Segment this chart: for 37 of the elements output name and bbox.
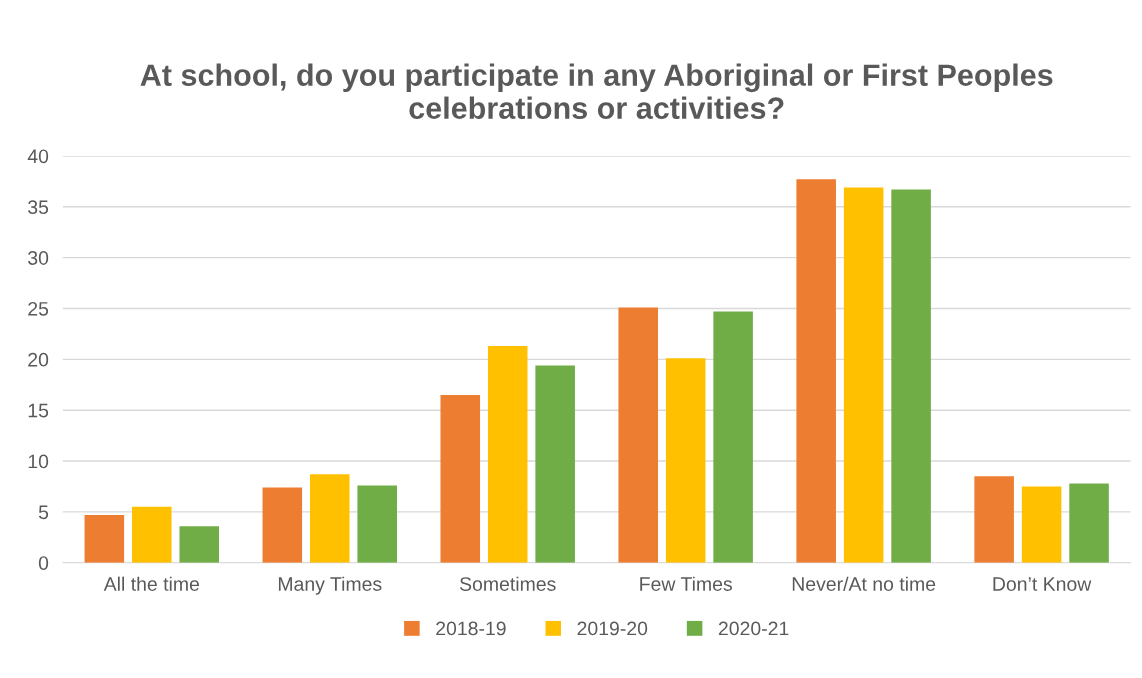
bar: [796, 179, 836, 563]
bar: [309, 474, 350, 563]
y-tick-label: 25: [28, 301, 49, 316]
y-tick-label: 35: [28, 200, 49, 215]
bar: [84, 514, 125, 563]
y-tick-label: 10: [28, 454, 49, 469]
bar: [487, 346, 528, 563]
x-tick-label: Many Times: [278, 576, 382, 595]
y-tick-label: 20: [28, 352, 49, 367]
legend-label: 2018-19: [436, 621, 506, 636]
bar: [1021, 486, 1062, 563]
bar: [891, 189, 931, 563]
bar: [179, 526, 220, 563]
bar: [262, 487, 303, 563]
legend-label: 2019-20: [577, 621, 648, 636]
x-tick-label: Few Times: [640, 576, 732, 591]
y-tick-label: 15: [28, 403, 49, 418]
bar: [1069, 483, 1109, 563]
x-tick-label: Sometimes: [459, 576, 556, 591]
x-tick-label: All the time: [103, 576, 200, 591]
bar: [713, 311, 753, 563]
bar: [665, 358, 706, 563]
bar: [535, 365, 575, 563]
legend-label: 2020-21: [718, 621, 789, 636]
chart-title: At school, do you participate in any Aboriginal or First Peoples celebrations or activities?: [140, 63, 1053, 119]
bar: [843, 187, 884, 563]
bar: [440, 394, 481, 563]
y-tick-label: 0: [38, 556, 49, 570]
bar: [357, 485, 397, 563]
bar: [132, 506, 172, 563]
bar: [974, 476, 1014, 563]
x-tick-label: Don’t Know: [993, 577, 1092, 591]
y-tick-label: 30: [28, 251, 49, 265]
y-tick-label: 5: [38, 505, 49, 520]
y-tick-label: 40: [27, 149, 49, 164]
x-tick-label: Never/At no time: [792, 576, 936, 591]
bar: [618, 307, 658, 563]
